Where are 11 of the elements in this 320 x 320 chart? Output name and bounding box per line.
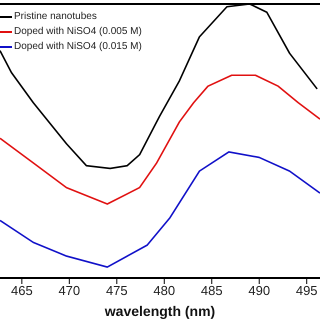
x-tick-label: 490 bbox=[248, 283, 270, 298]
x-axis-title: wavelength (nm) bbox=[104, 303, 216, 319]
legend-label: Pristine nanotubes bbox=[14, 10, 97, 24]
x-tick-label: 470 bbox=[58, 283, 80, 298]
x-tick-label: 495 bbox=[296, 283, 318, 298]
legend-label: Doped with NiSO4 (0.005 M) bbox=[14, 25, 142, 39]
legend-label: Doped with NiSO4 (0.015 M) bbox=[14, 40, 142, 54]
x-tick-label: 465 bbox=[10, 283, 33, 298]
x-tick-label: 475 bbox=[106, 283, 128, 298]
x-tick-label: 480 bbox=[153, 283, 176, 298]
x-tick-label: 485 bbox=[200, 283, 223, 298]
